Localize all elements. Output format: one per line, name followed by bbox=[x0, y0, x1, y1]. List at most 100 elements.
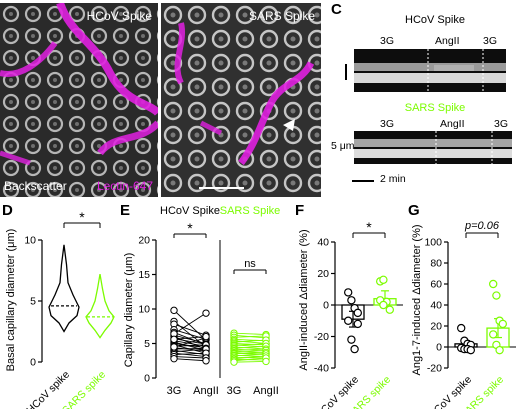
pair-line bbox=[173, 337, 207, 348]
panel-label-d: D bbox=[2, 202, 13, 219]
data-point bbox=[350, 344, 359, 354]
pair-line bbox=[173, 323, 207, 336]
pair-line bbox=[233, 345, 267, 349]
data-point bbox=[488, 330, 498, 339]
pair-line bbox=[173, 332, 207, 346]
pair-line bbox=[173, 352, 207, 355]
x-tick-label: 3G bbox=[167, 385, 182, 397]
kymo1-seg1: 3G bbox=[380, 35, 395, 47]
y-tick-label: 5 bbox=[30, 296, 36, 308]
data-point bbox=[344, 288, 353, 297]
y-tick-label: -20 bbox=[427, 363, 442, 375]
pair-line bbox=[173, 334, 207, 344]
y-tick-label: 0 bbox=[30, 357, 36, 369]
pair-line bbox=[233, 360, 267, 363]
y-tick-label: 20 bbox=[317, 268, 329, 280]
y-tick-label: 10 bbox=[24, 235, 36, 247]
pair-line bbox=[233, 340, 267, 344]
y-tick-label: 80 bbox=[430, 258, 442, 270]
sig-annotation: * bbox=[366, 219, 372, 235]
data-point bbox=[488, 279, 498, 289]
kymo-sars-title: SARS Spike bbox=[404, 102, 466, 114]
y-axis-label: Basal capillary diameter (μm) bbox=[5, 229, 17, 372]
data-point bbox=[170, 306, 178, 315]
data-point bbox=[262, 357, 270, 366]
data-point bbox=[457, 323, 466, 333]
y-tick-label: 40 bbox=[430, 300, 442, 312]
pair-line bbox=[233, 355, 267, 360]
y-tick-label: -20 bbox=[314, 331, 329, 343]
pair-line bbox=[173, 358, 207, 362]
pair-line bbox=[233, 346, 267, 350]
pair-line bbox=[173, 341, 207, 351]
data-point bbox=[170, 343, 178, 351]
x-tick-label: AngII bbox=[253, 385, 279, 397]
data-point bbox=[170, 354, 178, 363]
micrograph-a-title: HCoV Spike bbox=[86, 9, 152, 23]
data-point bbox=[344, 316, 353, 325]
data-point bbox=[379, 300, 388, 310]
kymo2-seg2: AngII bbox=[440, 118, 465, 130]
data-point bbox=[385, 305, 395, 314]
violin bbox=[48, 244, 80, 333]
pair-line bbox=[233, 357, 267, 362]
kymo-time-scale bbox=[352, 180, 374, 182]
backscatter-label: Backscatter bbox=[4, 179, 67, 193]
data-point bbox=[495, 345, 504, 355]
data-point bbox=[230, 358, 238, 366]
series-title: SARS Spike bbox=[220, 205, 281, 217]
y-axis-label: Capillary diameter (μm) bbox=[123, 253, 135, 368]
data-point bbox=[202, 332, 210, 341]
kymograph-sars bbox=[354, 131, 512, 164]
data-point bbox=[202, 357, 210, 365]
data-point bbox=[492, 291, 501, 300]
pair-line bbox=[173, 347, 207, 350]
y-tick-label: 0 bbox=[436, 342, 442, 354]
kymo-hcov-title: HCoV Spike bbox=[405, 14, 465, 26]
sig-star: * bbox=[79, 209, 85, 225]
y-tick-label: -40 bbox=[314, 363, 329, 375]
pair-line bbox=[173, 344, 207, 347]
kymo2-seg3: 3G bbox=[494, 118, 509, 130]
kymograph-hcov bbox=[354, 49, 506, 92]
pair-line bbox=[173, 338, 207, 345]
y-tick-label: 0 bbox=[144, 373, 150, 385]
pair-line bbox=[233, 339, 267, 343]
kymo2-seg1: 3G bbox=[380, 118, 395, 130]
pair-line bbox=[173, 310, 207, 341]
pair-line bbox=[173, 352, 207, 358]
micrograph-hcov: HCoV Spike Backscatter Lectin-647 bbox=[0, 3, 158, 197]
y-tick-label: 20 bbox=[138, 235, 150, 247]
y-tick-label: 60 bbox=[430, 279, 442, 291]
x-tick-label: 3G bbox=[227, 385, 242, 397]
panel-label-e: E bbox=[120, 202, 131, 219]
data-point bbox=[347, 335, 356, 344]
data-point bbox=[170, 335, 178, 344]
lectin-label: Lectin-647 bbox=[96, 179, 153, 193]
data-point bbox=[466, 345, 476, 355]
data-point bbox=[353, 308, 363, 318]
x-tick-label: AngII bbox=[193, 385, 219, 397]
pair-line bbox=[173, 356, 207, 359]
pair-line bbox=[173, 347, 207, 352]
y-tick-label: 10 bbox=[138, 304, 150, 316]
pair-line bbox=[233, 332, 267, 335]
pair-line bbox=[173, 329, 207, 340]
y-axis-label: AngII-induced Δdiameter (%) bbox=[298, 229, 310, 370]
panel-label-f: F bbox=[295, 202, 305, 219]
violin bbox=[85, 274, 115, 339]
micrograph-sars: SARS Spike bbox=[161, 3, 321, 197]
data-point bbox=[353, 319, 363, 329]
pair-line bbox=[173, 312, 207, 335]
y-tick-label: 0 bbox=[323, 300, 329, 312]
panel-label-c: C bbox=[331, 1, 342, 18]
pair-line bbox=[233, 335, 267, 338]
sig-annotation: * bbox=[187, 220, 193, 236]
y-tick-label: 5 bbox=[144, 338, 150, 350]
pair-line bbox=[233, 349, 267, 353]
y-tick-label: 20 bbox=[430, 321, 442, 333]
y-tick-label: 40 bbox=[317, 237, 329, 249]
